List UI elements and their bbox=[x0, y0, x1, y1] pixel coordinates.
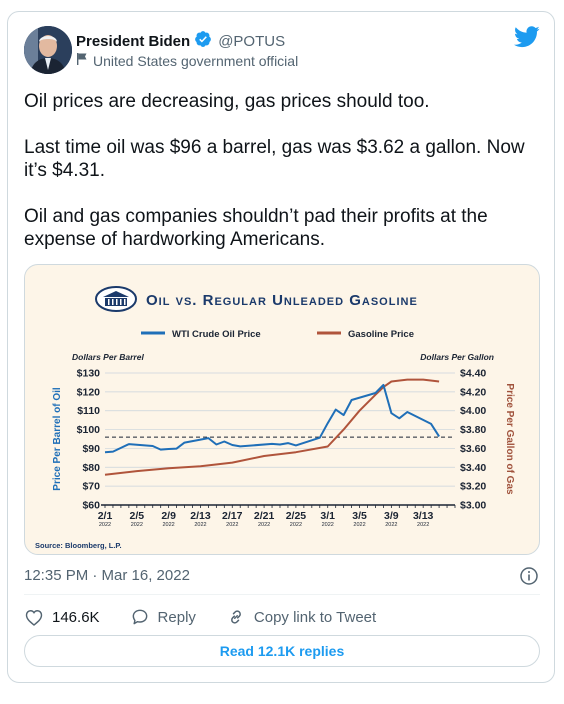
verified-badge-icon bbox=[194, 30, 212, 52]
legend-label-gas: Gasoline Price bbox=[348, 329, 414, 340]
x-tick-label: 3/13 bbox=[413, 510, 434, 522]
affiliation-label: United States government official bbox=[93, 52, 299, 69]
reply-label: Reply bbox=[157, 608, 196, 626]
left-tick-label: $110 bbox=[77, 405, 100, 417]
tweet-paragraph: Oil prices are decreasing, gas prices sh… bbox=[24, 91, 430, 112]
right-tick-label: $4.40 bbox=[460, 368, 486, 380]
author-handle[interactable]: @POTUS bbox=[218, 32, 286, 50]
x-tick-year: 2022 bbox=[194, 522, 206, 528]
right-tick-label: $3.80 bbox=[460, 424, 486, 436]
divider bbox=[24, 594, 540, 595]
white-house-seal-icon bbox=[95, 286, 137, 312]
tweet-actions: 146.6K Reply Copy link to Tweet bbox=[24, 603, 406, 631]
legend-label-oil: WTI Crude Oil Price bbox=[172, 329, 261, 340]
x-tick-year: 2022 bbox=[226, 522, 238, 528]
avatar-image bbox=[24, 26, 72, 74]
reply-button[interactable]: Reply bbox=[130, 607, 196, 627]
x-tick-year: 2022 bbox=[163, 522, 175, 528]
twitter-bird-icon[interactable] bbox=[513, 26, 540, 48]
oil-price-line bbox=[104, 383, 440, 454]
x-tick-label: 2/21 bbox=[254, 510, 275, 522]
reply-bubble-icon bbox=[132, 609, 147, 625]
right-tick-label: $3.00 bbox=[460, 500, 486, 512]
right-tick-label: $4.20 bbox=[460, 386, 486, 398]
right-tick-label: $3.20 bbox=[460, 481, 486, 493]
chart-title: Oil vs. Regular Unleaded Gasoline bbox=[146, 292, 418, 309]
author-row: President Biden @POTUS bbox=[76, 30, 285, 52]
government-flag-icon bbox=[76, 52, 88, 69]
left-tick-label: $130 bbox=[77, 368, 101, 380]
oil-gas-chart: Oil vs. Regular Unleaded Gasoline WTI Cr… bbox=[35, 286, 515, 550]
chart-source: Source: Bloomberg, L.P. bbox=[35, 541, 122, 550]
info-icon[interactable] bbox=[519, 566, 539, 586]
x-tick-label: 2/17 bbox=[222, 510, 243, 522]
left-tick-label: $90 bbox=[82, 443, 100, 455]
x-tick-year: 2022 bbox=[385, 522, 397, 528]
right-tick-label: $3.60 bbox=[460, 443, 486, 455]
left-axis-units: Dollars Per Barrel bbox=[72, 352, 144, 362]
x-tick-year: 2022 bbox=[290, 522, 302, 528]
right-axis-units: Dollars Per Gallon bbox=[420, 352, 494, 362]
chart-image[interactable]: Oil vs. Regular Unleaded Gasoline WTI Cr… bbox=[24, 264, 540, 555]
tweet-paragraph: Oil and gas companies shouldn’t pad thei… bbox=[24, 206, 488, 250]
right-tick-label: $4.00 bbox=[460, 405, 486, 417]
x-tick-label: 2/13 bbox=[190, 510, 211, 522]
copy-link-button[interactable]: Copy link to Tweet bbox=[226, 607, 376, 627]
left-tick-label: $70 bbox=[82, 481, 100, 493]
x-tick-year: 2022 bbox=[417, 522, 429, 528]
author-name[interactable]: President Biden bbox=[76, 32, 191, 50]
x-tick-label: 2/9 bbox=[161, 510, 176, 522]
left-tick-label: $120 bbox=[77, 386, 101, 398]
right-tick-label: $3.40 bbox=[460, 462, 486, 474]
x-tick-year: 2022 bbox=[131, 522, 143, 528]
x-tick-label: 2/1 bbox=[98, 510, 113, 522]
x-tick-year: 2022 bbox=[258, 522, 270, 528]
read-replies-button[interactable]: Read 12.1K replies bbox=[24, 635, 540, 667]
x-tick-label: 3/1 bbox=[320, 510, 335, 522]
tweet-paragraph: Last time oil was $96 a barrel, gas was … bbox=[24, 137, 525, 181]
x-tick-label: 2/25 bbox=[286, 510, 307, 522]
left-tick-label: $60 bbox=[82, 500, 100, 512]
copy-link-label: Copy link to Tweet bbox=[253, 608, 377, 626]
avatar[interactable] bbox=[24, 26, 72, 74]
right-axis-title: Price Per Gallon of Gas bbox=[504, 383, 515, 495]
left-tick-label: $80 bbox=[82, 462, 100, 474]
left-axis-title: Price Per Barrel of Oil bbox=[52, 387, 63, 491]
affiliation-row: United States government official bbox=[76, 52, 298, 69]
heart-icon bbox=[25, 610, 43, 626]
x-tick-label: 3/5 bbox=[352, 510, 367, 522]
tweet-timestamp[interactable]: 12:35 PM · Mar 16, 2022 bbox=[24, 567, 190, 584]
x-tick-year: 2022 bbox=[353, 522, 365, 528]
link-icon bbox=[230, 610, 241, 624]
x-tick-year: 2022 bbox=[99, 522, 111, 528]
tweet-text: Oil prices are decreasing, gas prices sh… bbox=[24, 90, 544, 274]
likes-count: 146.6K bbox=[52, 608, 100, 626]
x-tick-label: 2/5 bbox=[130, 510, 145, 522]
like-button[interactable]: 146.6K bbox=[24, 607, 100, 627]
gas-price-line bbox=[104, 378, 440, 476]
x-tick-label: 3/9 bbox=[384, 510, 399, 522]
left-tick-label: $100 bbox=[77, 424, 101, 436]
x-tick-year: 2022 bbox=[322, 522, 334, 528]
